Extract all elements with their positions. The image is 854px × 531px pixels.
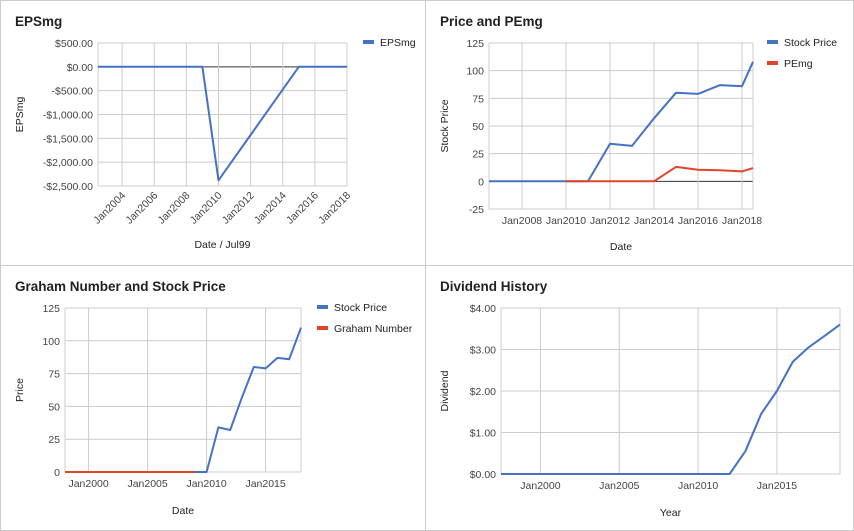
x-tick-label: Jan2010	[678, 480, 718, 492]
x-tick-label: Jan2016	[678, 215, 718, 227]
chart-title: Dividend History	[440, 279, 548, 294]
y-tick-label: 100	[466, 66, 484, 78]
series-line-0	[489, 61, 754, 183]
y-tick-label: -25	[469, 204, 484, 216]
price-pe-chart: Price and PEmg 125 100 75 50 25 0 -25 Jan2008 Jan…	[439, 14, 837, 253]
dividend-chart-panel: Dividend History $4.00 $3.00 $2.00 $1.00 $0.0…	[425, 265, 854, 531]
dividend-chart: Dividend History $4.00 $3.00 $2.00 $1.00 $0.0…	[439, 279, 841, 519]
chart-title: Price and PEmg	[440, 14, 543, 29]
y-tick-label: 25	[48, 434, 60, 446]
y-tick-label: 50	[48, 401, 60, 413]
chart-title: EPSmg	[15, 14, 62, 29]
y-tick-label: $1.00	[470, 428, 496, 440]
y-tick-label: 125	[466, 38, 484, 50]
y-tick-label: 0	[54, 467, 60, 479]
x-tick-label: Jan2018	[316, 190, 353, 227]
y-axis-label: Price	[14, 378, 26, 402]
x-tick-label: Jan2014	[252, 190, 289, 227]
x-axis-label: Year	[660, 507, 682, 519]
y-tick-label: $500.00	[55, 38, 93, 50]
x-tick-label: Jan2000	[520, 480, 560, 492]
y-tick-label: 75	[472, 93, 484, 105]
legend-swatch	[363, 40, 374, 44]
graham-chart-panel: Graham Number and Stock Price 125 100 75 50 2…	[0, 265, 426, 531]
x-tick-label: Jan2010	[186, 478, 226, 490]
x-axis-label: Date	[172, 505, 194, 517]
y-tick-label: $4.00	[470, 303, 496, 315]
x-tick-label: Jan2008	[502, 215, 542, 227]
x-tick-label: Jan2015	[757, 480, 797, 492]
eps-chart-panel: EPSmg $500.00 $0.00 -$500.00 -$1,000.00 -$1,5…	[0, 0, 426, 266]
y-tick-label: $2.00	[470, 386, 496, 398]
y-axis-label: EPSmg	[14, 97, 26, 133]
x-tick-label: Jan2005	[127, 478, 167, 490]
legend-label: Stock Price	[334, 302, 387, 314]
graham-chart: Graham Number and Stock Price 125 100 75 50 2…	[14, 279, 413, 517]
x-tick-label: Jan2014	[634, 215, 674, 227]
y-tick-label: $0.00	[470, 469, 496, 481]
price-pe-chart-panel: Price and PEmg 125 100 75 50 25 0 -25 Jan2008 Jan…	[425, 0, 854, 266]
x-tick-label: Jan2018	[722, 215, 762, 227]
x-tick-label: Jan2005	[599, 480, 639, 492]
x-tick-label: Jan2000	[68, 478, 108, 490]
x-tick-label: Jan2012	[590, 215, 630, 227]
series-line-0	[501, 323, 841, 475]
x-tick-label: Jan2012	[220, 190, 257, 227]
y-tick-label: -$2,500.00	[43, 181, 93, 193]
x-tick-label: Jan2010	[546, 215, 586, 227]
y-tick-label: 25	[472, 149, 484, 161]
y-tick-label: 50	[472, 121, 484, 133]
x-tick-label: Jan2010	[188, 190, 225, 227]
y-tick-label: 0	[478, 176, 484, 188]
y-tick-label: $3.00	[470, 345, 496, 357]
y-tick-label: 75	[48, 369, 60, 381]
y-tick-label: -$1,000.00	[43, 110, 93, 122]
x-tick-label: Jan2016	[284, 190, 321, 227]
eps-chart: EPSmg $500.00 $0.00 -$500.00 -$1,000.00 -$1,5…	[14, 14, 416, 251]
y-tick-label: -$2,000.00	[43, 157, 93, 169]
y-tick-label: -$500.00	[52, 86, 94, 98]
y-tick-label: 125	[42, 303, 60, 315]
legend-label: Stock Price	[784, 37, 837, 49]
legend-label: Graham Number	[334, 323, 413, 335]
x-axis-label: Date	[610, 241, 632, 253]
legend-swatch	[767, 61, 778, 65]
legend-swatch	[317, 326, 328, 330]
y-tick-label: -$1,500.00	[43, 133, 93, 145]
y-axis-label: Dividend	[439, 370, 451, 411]
y-tick-label: $0.00	[67, 62, 93, 74]
legend-label: PEmg	[784, 58, 813, 70]
chart-title: Graham Number and Stock Price	[15, 279, 226, 294]
x-tick-label: Jan2006	[123, 190, 160, 227]
x-tick-label: Jan2004	[91, 190, 128, 227]
legend-swatch	[767, 40, 778, 44]
series-line-0	[98, 65, 347, 182]
legend-swatch	[317, 305, 328, 309]
y-tick-label: 100	[42, 336, 60, 348]
x-axis-label: Date / Jul99	[194, 239, 250, 251]
series-line-1	[566, 165, 754, 183]
legend-label: EPSmg	[380, 37, 416, 49]
x-tick-label: Jan2008	[155, 190, 192, 227]
y-axis-label: Stock Price	[439, 99, 451, 152]
x-tick-label: Jan2015	[245, 478, 285, 490]
series-line-0	[65, 327, 302, 473]
